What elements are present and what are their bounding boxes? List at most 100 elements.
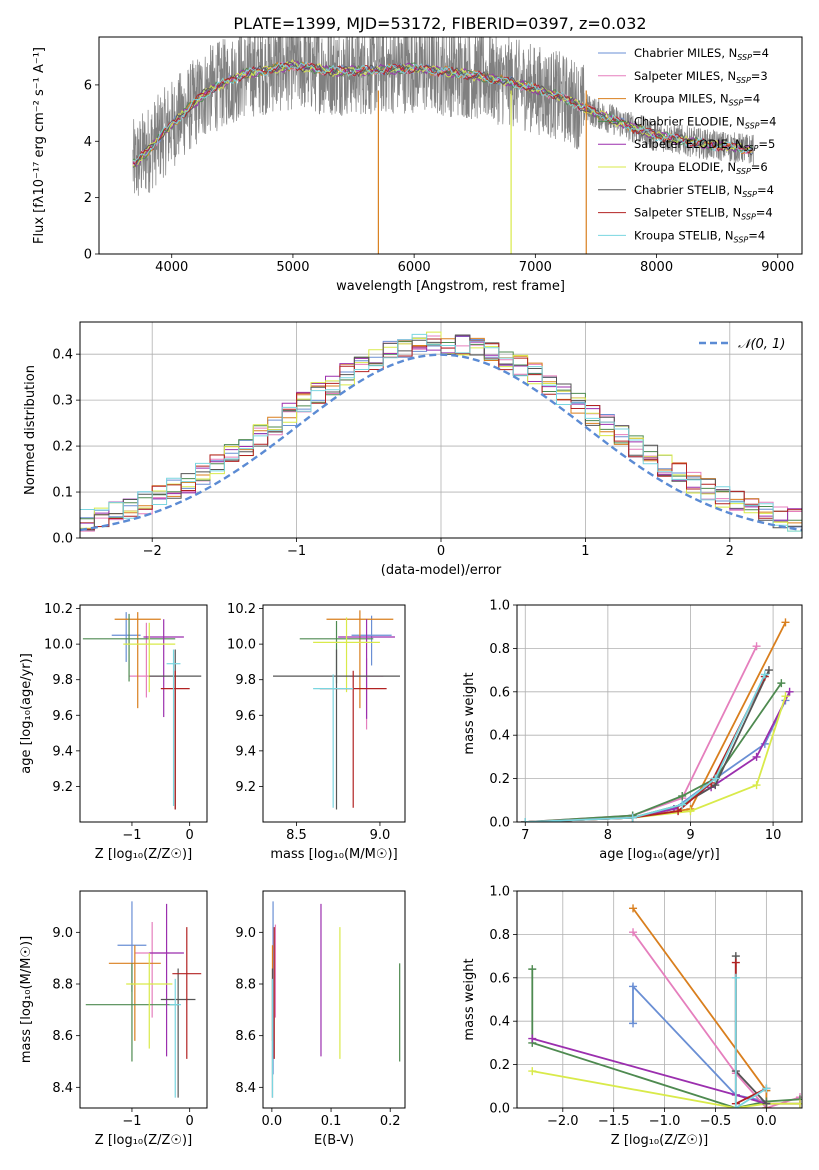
x-axis-label: Z [log₁₀(Z/Z☉)] bbox=[611, 1133, 708, 1148]
mass-weight-line bbox=[525, 674, 766, 822]
x-tick-label: 9 bbox=[686, 828, 694, 843]
y-tick-label: 8.8 bbox=[235, 978, 256, 993]
data-point-marker bbox=[528, 1034, 537, 1043]
plot-area bbox=[132, 37, 754, 254]
x-tick-label: −1.5 bbox=[598, 1114, 630, 1129]
y-tick-label: 0.0 bbox=[489, 1102, 510, 1117]
data-point-marker bbox=[762, 1099, 771, 1108]
data-point-marker bbox=[711, 774, 720, 783]
y-axis-label: mass [log₁₀(M/M☉)] bbox=[19, 936, 34, 1063]
x-tick-label: 0 bbox=[186, 1114, 194, 1129]
y-tick-label: 0.2 bbox=[489, 772, 510, 787]
x-tick-label: 0.2 bbox=[380, 1114, 401, 1129]
figure-title: PLATE=1399, MJD=53172, FIBERID=0397, z=0… bbox=[233, 14, 646, 33]
x-axis-label: age [log₁₀(age/yr)] bbox=[599, 847, 720, 862]
x-tick-label: 2 bbox=[726, 544, 734, 559]
plot-area bbox=[80, 331, 802, 532]
data-point-marker bbox=[528, 1067, 537, 1076]
y-tick-label: 8.8 bbox=[52, 978, 73, 993]
data-point-marker bbox=[686, 807, 695, 816]
mass-weight-line bbox=[734, 962, 767, 1106]
y-axis-label: mass weight bbox=[462, 958, 477, 1040]
residual-histogram bbox=[80, 333, 802, 532]
data-point-marker bbox=[628, 813, 637, 822]
y-tick-label: 8.4 bbox=[235, 1081, 256, 1096]
axes-frame bbox=[516, 604, 803, 823]
data-point-marker bbox=[762, 1084, 771, 1093]
y-tick-label: 4 bbox=[84, 135, 92, 150]
data-point-marker bbox=[731, 1104, 740, 1108]
x-tick-label: 0 bbox=[186, 828, 194, 843]
x-tick-label: 5000 bbox=[276, 260, 309, 275]
y-tick-label: 0 bbox=[84, 248, 92, 263]
axes-frame bbox=[262, 890, 406, 1109]
residual-histogram bbox=[80, 338, 802, 530]
legend-entry: Kroupa ELODIE, NSSP=6 bbox=[634, 160, 768, 176]
mass-weight-line bbox=[525, 669, 770, 822]
y-tick-label: 8.6 bbox=[235, 1029, 256, 1044]
legend: Chabrier MILES, NSSP=4 Salpeter MILES, NS… bbox=[598, 46, 776, 244]
y-tick-label: 1.0 bbox=[489, 885, 510, 900]
data-point-marker bbox=[731, 958, 740, 967]
data-point-marker bbox=[781, 618, 790, 627]
data-point-marker bbox=[678, 791, 687, 800]
chart-mass-weight-vs-age: 7 8 9 10 0.0 0.2 0.4 0.6 0.8 1.0 age [log₁₀(age/yr… bbox=[462, 599, 803, 862]
x-tick-label: −1 bbox=[122, 828, 141, 843]
y-axis-label: Normed distribution bbox=[23, 365, 38, 495]
y-tick-label: 10.0 bbox=[44, 638, 73, 653]
legend-entry: Salpeter ELODIE, NSSP=5 bbox=[634, 137, 775, 153]
x-tick-label: 7 bbox=[521, 828, 529, 843]
data-point-marker bbox=[629, 982, 638, 991]
axes-frame bbox=[98, 36, 803, 255]
y-tick-label: 0.4 bbox=[52, 348, 73, 363]
model-spectrum bbox=[132, 61, 753, 168]
y-tick-label: 0.8 bbox=[489, 928, 510, 943]
y-tick-label: 0.0 bbox=[489, 816, 510, 831]
chart-spectrum: 4000 5000 6000 7000 8000 9000 0 2 4 6 wavelength [… bbox=[32, 36, 803, 294]
data-point-marker bbox=[674, 807, 683, 816]
x-tick-label: 1 bbox=[581, 544, 589, 559]
data-point-marker bbox=[678, 800, 687, 809]
axes-frame bbox=[262, 604, 406, 823]
x-axis-label: (data-model)/error bbox=[381, 563, 502, 578]
y-tick-label: 10.2 bbox=[227, 602, 256, 617]
mass-weight-line bbox=[532, 1070, 800, 1108]
y-tick-label: 0.6 bbox=[489, 971, 510, 986]
chart-mass-vs-EBV: 0.0 0.1 0.2 8.4 8.6 8.8 9.0 E(B-V) bbox=[235, 890, 406, 1148]
x-axis-label: mass [log₁₀(M/M☉)] bbox=[270, 847, 397, 862]
x-tick-label: 8 bbox=[604, 828, 612, 843]
x-tick-label: −2.0 bbox=[547, 1114, 579, 1129]
y-tick-label: 0.6 bbox=[489, 685, 510, 700]
y-tick-label: 10.2 bbox=[44, 602, 73, 617]
axes-frame bbox=[79, 321, 803, 539]
x-tick-label: −1.0 bbox=[649, 1114, 681, 1129]
data-point-marker bbox=[752, 752, 761, 761]
chart-age-vs-mass: 8.5 9.0 9.2 9.4 9.6 9.8 10.0 10.2 mass [log₁₀(M/… bbox=[227, 602, 406, 862]
y-tick-label: 0.2 bbox=[52, 440, 73, 455]
y-tick-label: 9.8 bbox=[52, 673, 73, 688]
plot-area bbox=[521, 618, 794, 822]
data-point-marker bbox=[795, 1099, 802, 1108]
y-tick-label: 0.3 bbox=[52, 394, 73, 409]
plot-area bbox=[271, 901, 401, 1098]
data-point-marker bbox=[528, 965, 537, 974]
data-point-marker bbox=[760, 670, 769, 679]
legend-entry: Chabrier MILES, NSSP=4 bbox=[634, 46, 769, 62]
y-axis-label: mass weight bbox=[462, 672, 477, 754]
y-tick-label: 9.0 bbox=[235, 926, 256, 941]
legend-entry: Salpeter MILES, NSSP=3 bbox=[634, 69, 768, 85]
y-tick-label: 9.2 bbox=[52, 780, 73, 795]
x-tick-label: −2 bbox=[143, 544, 162, 559]
x-tick-label: 0 bbox=[437, 544, 445, 559]
x-tick-label: 4000 bbox=[155, 260, 188, 275]
y-tick-label: 9.4 bbox=[235, 744, 256, 759]
legend-entry: Salpeter STELIB, NSSP=4 bbox=[634, 206, 773, 222]
gaussian-curve bbox=[80, 353, 802, 532]
y-tick-label: 0.2 bbox=[489, 1058, 510, 1073]
x-tick-label: 0.0 bbox=[262, 1114, 283, 1129]
y-tick-label: 0.4 bbox=[489, 729, 510, 744]
data-point-marker bbox=[777, 679, 786, 688]
x-axis-label: wavelength [Angstrom, rest frame] bbox=[336, 279, 565, 294]
chart-mass-weight-vs-Z: −2.0 −1.5 −1.0 −0.5 0.0 0.0 0.2 0.4 0.6 0.8 1.0 Z [… bbox=[462, 885, 803, 1148]
